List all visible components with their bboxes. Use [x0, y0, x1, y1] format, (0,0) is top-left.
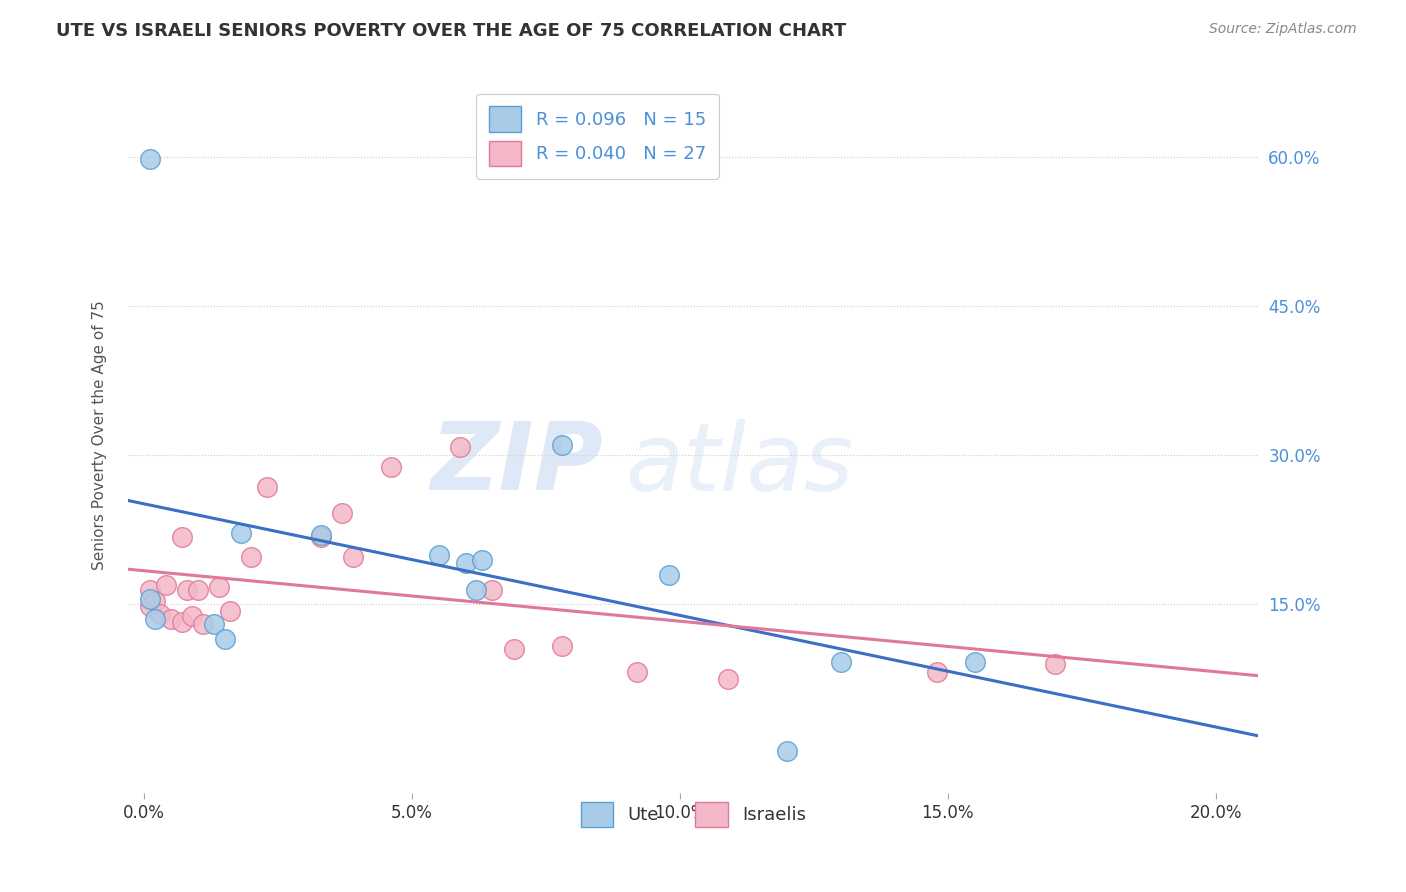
Point: [776, 743, 799, 757]
Point: [454, 556, 477, 570]
Point: [925, 665, 948, 679]
Point: [176, 582, 198, 597]
Point: [208, 580, 231, 594]
Point: [160, 612, 183, 626]
Point: [143, 612, 166, 626]
Point: [138, 582, 160, 597]
Point: [149, 607, 172, 622]
Point: [449, 440, 471, 454]
Point: [427, 548, 450, 562]
Text: UTE VS ISRAELI SENIORS POVERTY OVER THE AGE OF 75 CORRELATION CHART: UTE VS ISRAELI SENIORS POVERTY OVER THE …: [56, 22, 846, 40]
Point: [138, 599, 160, 614]
Y-axis label: Seniors Poverty Over the Age of 75: Seniors Poverty Over the Age of 75: [93, 301, 107, 570]
Point: [170, 530, 193, 544]
Point: [181, 609, 204, 624]
Point: [1043, 657, 1066, 671]
Text: ZIP: ZIP: [430, 418, 603, 510]
Point: [256, 480, 278, 494]
Point: [143, 594, 166, 608]
Point: [502, 642, 524, 657]
Point: [191, 617, 214, 632]
Point: [309, 528, 332, 542]
Point: [717, 672, 740, 686]
Point: [138, 592, 160, 607]
Point: [214, 632, 236, 647]
Point: [342, 549, 364, 564]
Point: [658, 567, 681, 582]
Point: [830, 655, 852, 669]
Legend: Ute, Israelis: Ute, Israelis: [574, 795, 813, 834]
Point: [187, 582, 209, 597]
Point: [626, 665, 648, 679]
Point: [481, 582, 503, 597]
Point: [380, 460, 402, 475]
Point: [551, 639, 574, 653]
Point: [202, 617, 225, 632]
Point: [471, 552, 494, 566]
Point: [170, 615, 193, 630]
Point: [229, 525, 252, 540]
Point: [963, 655, 986, 669]
Point: [332, 506, 354, 520]
Point: [219, 604, 242, 618]
Point: [138, 152, 160, 166]
Text: atlas: atlas: [626, 418, 853, 509]
Point: [465, 582, 488, 597]
Point: [309, 530, 332, 544]
Point: [551, 438, 574, 452]
Point: [240, 549, 263, 564]
Text: Source: ZipAtlas.com: Source: ZipAtlas.com: [1209, 22, 1357, 37]
Point: [155, 577, 177, 591]
